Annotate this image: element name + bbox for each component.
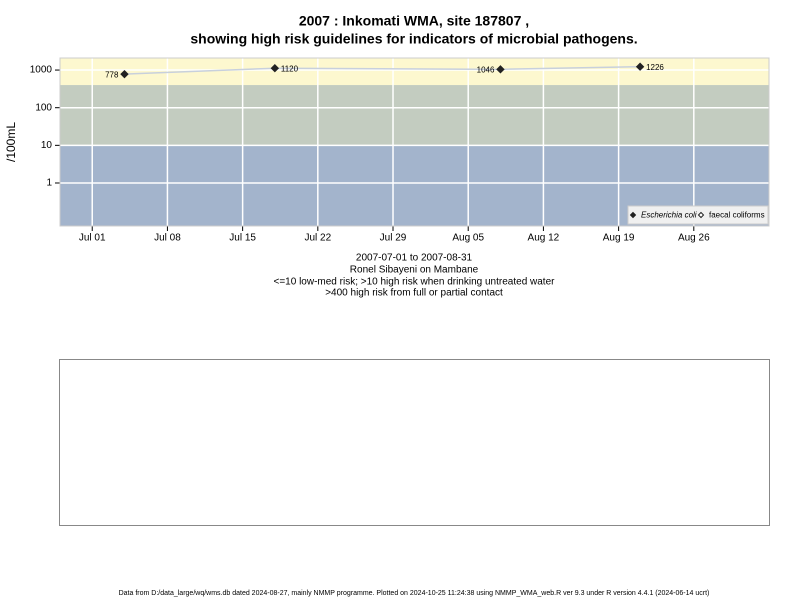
data-label: 1046 (477, 65, 495, 74)
data-label: 1120 (281, 64, 299, 73)
series-line (124, 65, 641, 75)
data-label: 1226 (646, 63, 664, 72)
y-tick-label: 10 (41, 140, 53, 151)
x-tick-label: Jul 01 (79, 233, 106, 244)
legend-label: Escherichia coli (641, 211, 697, 220)
data-point (635, 62, 645, 71)
legend: Escherichia coli faecal coliforms (627, 205, 769, 225)
y-tick-label: 100 (35, 102, 52, 113)
x-tick-label: Jul 22 (304, 233, 331, 244)
note: >400 high risk from full or partial cont… (325, 288, 503, 299)
legend-label: faecal coliforms (709, 211, 765, 220)
y-axis-label: /100mL (4, 122, 18, 162)
legend-marker (697, 211, 705, 219)
data-label: 778 (105, 70, 119, 79)
x-tick-label: Jul 29 (380, 233, 407, 244)
x-tick-label: Aug 12 (528, 233, 560, 244)
y-tick-label: 1 (46, 178, 52, 189)
x-tick-label: Aug 19 (603, 233, 635, 244)
x-tick-label: Aug 05 (452, 233, 484, 244)
plot-frame (59, 57, 770, 227)
data-point (270, 63, 280, 73)
footer: Data from D:/data_large/wq/wms.db dated … (119, 590, 710, 597)
note: <=10 low-med risk; >10 high risk when dr… (274, 277, 556, 288)
note: Ronel Sibayeni on Mambane (350, 265, 479, 276)
x-tick-label: Jul 15 (229, 233, 256, 244)
note: 2007-07-01 to 2007-08-31 (356, 253, 473, 264)
x-tick-label: Aug 26 (678, 233, 710, 244)
data-point (120, 69, 129, 79)
risk-band (60, 85, 769, 146)
chart-title: 2007 : Inkomati WMA, site 187807 , (299, 13, 529, 29)
x-tick-label: Jul 08 (154, 233, 181, 244)
data-point (496, 65, 505, 74)
empty-panel (59, 359, 770, 526)
chart-subtitle: showing high risk guidelines for indicat… (190, 31, 637, 47)
y-tick-label: 1000 (30, 65, 53, 76)
legend-marker (629, 211, 637, 219)
